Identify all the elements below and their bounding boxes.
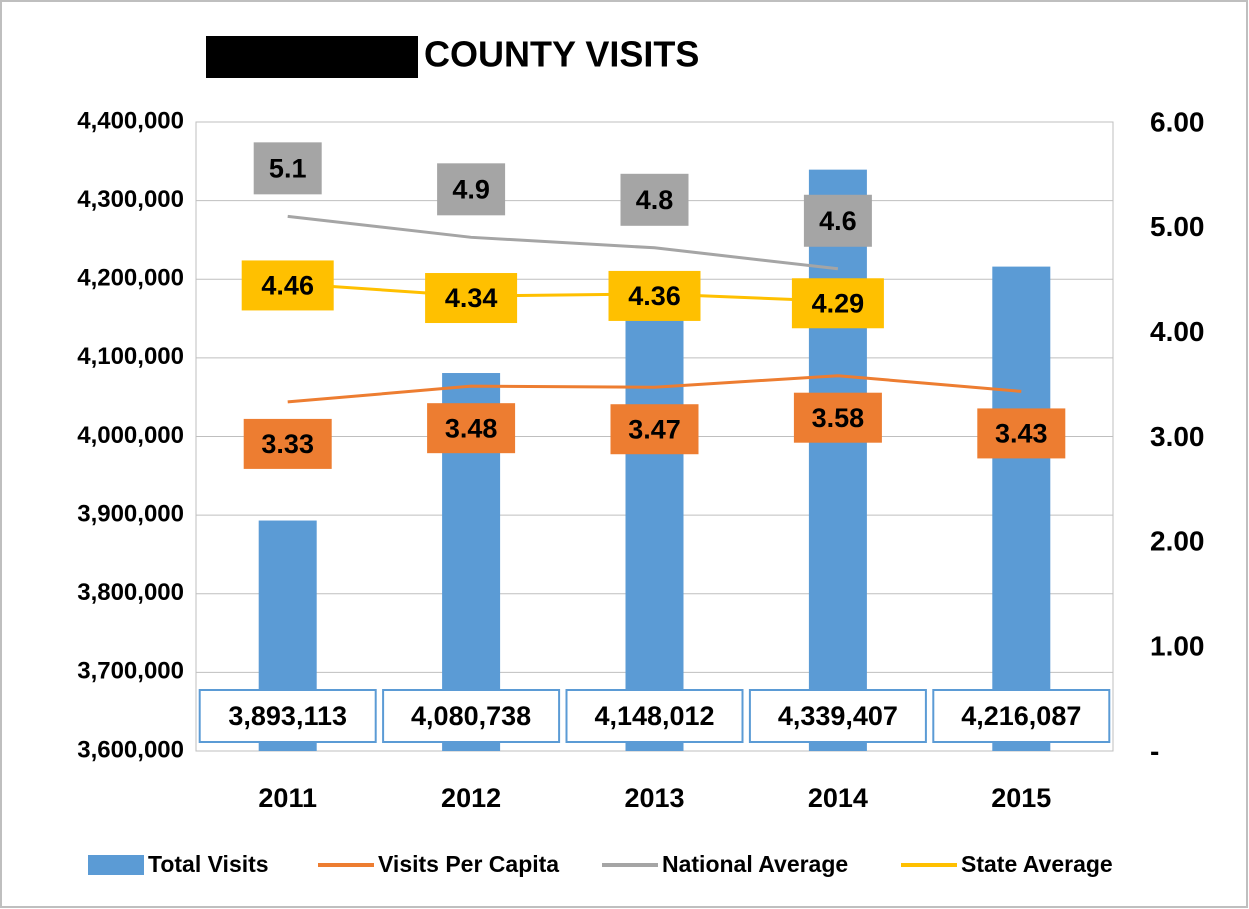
data-label: 4.46	[261, 271, 314, 301]
y-tick-label: 3,900,000	[77, 500, 184, 527]
line	[287, 374, 1022, 404]
y2-tick-label: 3.00	[1150, 421, 1205, 452]
legend-label: National Average	[662, 851, 848, 877]
data-label-box	[932, 689, 1111, 743]
data-label-box	[977, 408, 1066, 459]
y-tick-label: 3,700,000	[77, 658, 184, 685]
x-tick-label: 2013	[624, 783, 684, 813]
legend-label: Visits Per Capita	[378, 851, 559, 877]
data-label: 4,080,738	[411, 701, 531, 731]
data-label-box	[241, 260, 334, 311]
legend-label: Total Visits	[148, 851, 269, 877]
y-tick-label: 3,800,000	[77, 579, 184, 606]
data-label: 4,148,012	[594, 701, 714, 731]
y2-tick-label: 1.00	[1150, 631, 1205, 662]
data-label-box	[243, 418, 332, 469]
chart-title: COUNTY VISITS	[424, 34, 699, 75]
data-label-box	[610, 404, 699, 455]
data-label: 3.43	[995, 419, 1048, 449]
data-label: 3.47	[628, 414, 681, 444]
data-label-box	[382, 689, 561, 743]
data-label-box	[803, 194, 872, 247]
data-label-box	[253, 142, 322, 195]
data-label: 3,893,113	[228, 701, 347, 731]
data-label-box	[437, 163, 506, 216]
data-label-box	[198, 689, 377, 743]
data-label: 4.29	[812, 288, 865, 318]
data-label: 4.34	[445, 283, 498, 313]
data-label: 5.1	[269, 153, 307, 183]
x-tick-label: 2014	[808, 783, 868, 813]
data-label-box	[425, 273, 518, 324]
x-tick-label: 2015	[991, 783, 1051, 813]
data-label-box	[793, 392, 882, 443]
line	[287, 281, 838, 303]
data-label: 4,339,407	[778, 701, 898, 731]
legend-swatch	[88, 855, 144, 875]
y-tick-label: 4,200,000	[77, 265, 184, 292]
bar	[992, 266, 1051, 751]
y-tick-label: 3,600,000	[77, 736, 184, 763]
data-label: 4.6	[819, 206, 857, 236]
y-tick-label: 4,000,000	[77, 422, 184, 449]
data-label: 4.8	[636, 185, 674, 215]
y2-tick-label: 4.00	[1150, 316, 1205, 347]
y2-tick-label: 2.00	[1150, 526, 1205, 557]
data-label-box	[620, 173, 689, 226]
y-tick-label: 4,100,000	[77, 343, 184, 370]
data-label-box	[791, 278, 884, 329]
bar	[625, 320, 684, 751]
y2-tick-label: -	[1150, 735, 1159, 766]
legend-label: State Average	[961, 851, 1113, 877]
data-label-box	[565, 689, 744, 743]
y2-tick-label: 5.00	[1150, 211, 1205, 242]
data-label: 4,216,087	[961, 701, 1081, 731]
data-label-box	[427, 403, 516, 454]
data-label: 3.33	[261, 429, 314, 459]
bar	[808, 169, 867, 752]
data-label: 3.48	[445, 413, 498, 443]
data-label: 4.36	[628, 281, 681, 311]
x-tick-label: 2011	[258, 783, 317, 813]
data-label-box	[748, 689, 927, 743]
data-label: 3.58	[812, 403, 865, 433]
line	[287, 214, 839, 271]
redaction	[206, 36, 418, 78]
y-tick-label: 4,300,000	[77, 186, 184, 213]
x-tick-label: 2012	[441, 783, 501, 813]
y-tick-label: 4,400,000	[77, 107, 184, 134]
y2-tick-label: 6.00	[1150, 106, 1205, 137]
data-label: 4.9	[452, 174, 490, 204]
data-label-box	[608, 270, 701, 321]
